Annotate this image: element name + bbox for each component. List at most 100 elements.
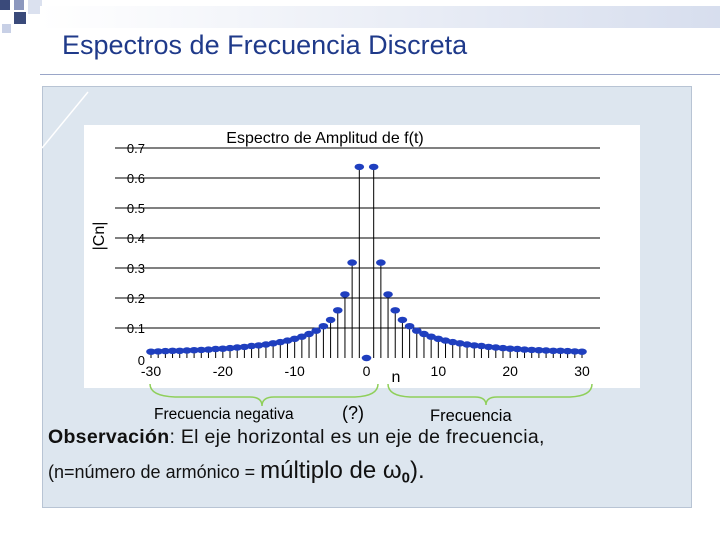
- data-point: [469, 342, 480, 349]
- corner-square-1: [0, 0, 10, 10]
- data-point: [483, 343, 494, 351]
- data-point: [368, 163, 379, 171]
- x-tick-label: 0: [363, 363, 371, 379]
- data-point: [476, 342, 487, 350]
- y-tick-label: 0.7: [127, 141, 145, 156]
- data-point: [325, 316, 336, 324]
- data-point: [340, 291, 350, 298]
- data-point: [304, 330, 314, 338]
- y-tick-label: 0.2: [127, 291, 145, 306]
- observation-line2-big: múltiplo de: [260, 457, 383, 484]
- data-point: [577, 348, 587, 355]
- data-point: [383, 291, 393, 298]
- data-point: [332, 307, 343, 314]
- title-bar-gradient: [40, 6, 720, 28]
- positive-frequency-label: Frecuencia: [430, 407, 512, 425]
- observation-line-2: (n=número de armónico = múltiplo de ω0).: [48, 457, 425, 487]
- omega-subscript: 0: [401, 469, 410, 487]
- panel-diagonal-decoration: [41, 91, 89, 149]
- corner-square-2: [14, 0, 24, 10]
- data-markers: [146, 163, 587, 362]
- y-tick-label: 0.3: [127, 261, 145, 276]
- data-point: [347, 259, 357, 266]
- data-point: [411, 327, 422, 334]
- data-point: [297, 333, 307, 340]
- data-point: [354, 163, 365, 171]
- data-point: [146, 348, 156, 355]
- corner-square-3: [14, 12, 26, 24]
- data-point: [419, 330, 429, 338]
- y-tick-label: 0.4: [127, 231, 145, 246]
- data-point: [390, 307, 401, 314]
- data-point: [289, 335, 300, 342]
- title-rule: [40, 74, 720, 75]
- data-point: [239, 343, 250, 351]
- corner-square-4: [2, 24, 11, 33]
- data-point: [541, 347, 551, 354]
- negative-frequency-label: Frecuencia negativa: [154, 406, 294, 423]
- data-point: [253, 342, 264, 349]
- observation-text: : El eje horizontal es un eje de frecuen…: [169, 426, 545, 448]
- data-point: [512, 345, 523, 353]
- y-tick-label: 0.5: [127, 201, 145, 216]
- x-tick-label: -20: [213, 363, 233, 379]
- negative-frequency-question: (?): [342, 403, 364, 423]
- chart-title: Espectro de Amplitud de f(t): [226, 130, 423, 147]
- y-tick-label: 0: [138, 353, 145, 368]
- y-tick-labels: 0 0.1 0.2 0.3 0.4 0.5 0.6 0.7: [127, 141, 145, 368]
- data-point: [167, 347, 178, 354]
- data-point: [174, 347, 185, 354]
- x-tick-label: 30: [574, 363, 590, 379]
- data-point: [570, 348, 580, 355]
- data-point: [246, 342, 257, 350]
- data-point: [498, 344, 508, 352]
- corner-square-5: [28, 0, 42, 14]
- data-point: [404, 323, 415, 330]
- data-point: [361, 354, 372, 362]
- omega-symbol: ω: [382, 457, 402, 484]
- data-point: [534, 347, 544, 354]
- observation-line2-end: ).: [409, 457, 425, 484]
- data-point: [426, 333, 436, 340]
- data-point: [160, 347, 171, 355]
- x-axis-label: n: [392, 369, 401, 386]
- x-tick-label: 20: [502, 363, 518, 379]
- data-point: [182, 347, 192, 354]
- data-point: [562, 347, 573, 355]
- negative-frequency-brace: [149, 383, 379, 407]
- data-point: [397, 316, 408, 324]
- observation-line2-start: (n=número de armónico =: [48, 462, 261, 482]
- slide-title: Espectros de Frecuencia Discreta: [62, 30, 468, 60]
- x-tick-label: 10: [431, 363, 447, 379]
- data-point: [210, 345, 221, 353]
- data-point: [555, 347, 566, 354]
- y-axis-label: |Cn|: [91, 222, 108, 251]
- data-point: [225, 344, 235, 352]
- data-point: [232, 344, 242, 351]
- observation-line-1: Observación: El eje horizontal es un eje…: [48, 426, 545, 449]
- data-point: [218, 345, 228, 352]
- data-point: [196, 346, 207, 354]
- data-point: [376, 259, 386, 266]
- data-point: [311, 327, 322, 334]
- x-tick-label: -30: [141, 363, 161, 379]
- data-point: [526, 346, 537, 354]
- data-point: [505, 345, 515, 352]
- data-point: [447, 338, 458, 346]
- positive-frequency-brace: [387, 383, 593, 406]
- data-point: [548, 347, 559, 354]
- data-point: [153, 348, 163, 355]
- grid-lines: [115, 147, 600, 329]
- data-point: [203, 346, 214, 353]
- data-point: [268, 340, 278, 347]
- data-point: [261, 341, 271, 348]
- data-point: [462, 341, 472, 348]
- y-tick-label: 0.1: [127, 321, 145, 336]
- data-point: [189, 347, 199, 354]
- x-tick-labels: -30 -20 -10 0 10 20 30: [141, 363, 590, 379]
- y-tick-label: 0.6: [127, 171, 145, 186]
- data-point: [491, 344, 501, 351]
- data-point: [318, 323, 329, 330]
- data-point: [519, 346, 530, 353]
